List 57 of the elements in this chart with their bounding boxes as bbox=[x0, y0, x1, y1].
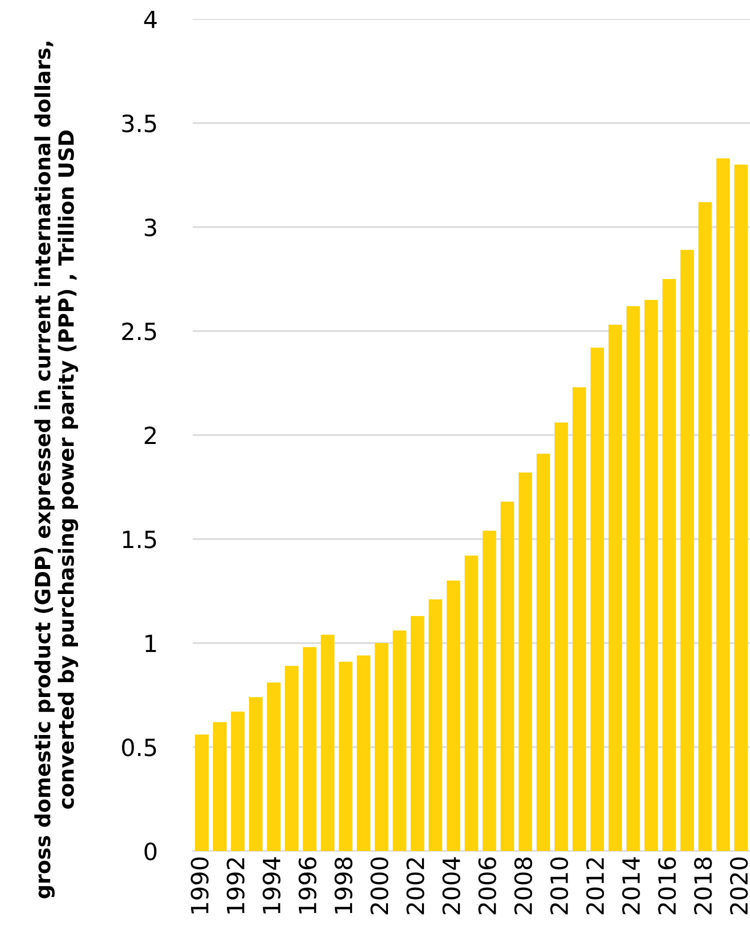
bar bbox=[410, 616, 424, 852]
x-tick-label: 1996 bbox=[298, 857, 316, 914]
bar bbox=[626, 306, 640, 852]
bar bbox=[248, 697, 262, 852]
y-tick-label: 4 bbox=[144, 10, 157, 28]
bar bbox=[518, 472, 532, 852]
x-tick-label: 2000 bbox=[370, 857, 388, 914]
bar bbox=[212, 722, 226, 852]
x-tick-label: 2014 bbox=[622, 857, 640, 914]
bar bbox=[572, 387, 586, 852]
bar bbox=[662, 279, 676, 852]
bar bbox=[644, 300, 658, 852]
y-tick-label: 2.5 bbox=[122, 322, 156, 340]
y-axis-title: gross domestic product (GDP) expressed in current international dollars, converted by purchasing power parity (PPP) , Trillion USD bbox=[34, 42, 78, 898]
bar bbox=[338, 662, 352, 852]
x-tick-label: 1992 bbox=[226, 858, 245, 914]
bar bbox=[320, 634, 334, 852]
y-tick-label: 2 bbox=[144, 426, 156, 444]
x-tick-label: 2016 bbox=[658, 857, 676, 914]
bar bbox=[554, 422, 568, 852]
x-tick-label: 1990 bbox=[190, 857, 209, 914]
x-tick-label: 2006 bbox=[478, 857, 496, 914]
y-tick-label: 0.5 bbox=[122, 738, 156, 756]
bar bbox=[482, 530, 496, 852]
bar bbox=[500, 502, 514, 852]
bar bbox=[734, 164, 748, 852]
x-tick-label: 2010 bbox=[550, 857, 568, 914]
bar bbox=[428, 599, 442, 852]
bar bbox=[590, 348, 604, 852]
bar bbox=[194, 734, 208, 852]
x-tick-label: 2012 bbox=[586, 858, 604, 914]
x-tick-label: 2002 bbox=[406, 858, 424, 914]
bar bbox=[716, 158, 730, 852]
x-tick-label: 2018 bbox=[694, 857, 712, 914]
y-tick-label: 3.5 bbox=[122, 114, 156, 132]
y-tick-label: 0 bbox=[144, 842, 156, 860]
bar bbox=[446, 580, 460, 852]
x-tick-label: 1994 bbox=[262, 857, 280, 914]
y-tick-label: 1.5 bbox=[123, 530, 156, 548]
bar bbox=[608, 324, 622, 852]
x-tick-label: 2020 bbox=[730, 857, 748, 914]
y-tick-label: 1 bbox=[146, 634, 156, 652]
bar bbox=[464, 556, 478, 852]
x-tick-label: 2008 bbox=[514, 857, 532, 914]
x-tick-label: 1998 bbox=[334, 857, 352, 914]
bar bbox=[356, 656, 370, 852]
bar bbox=[284, 666, 298, 852]
bar bbox=[302, 647, 316, 852]
y-tick-label: 3 bbox=[144, 218, 156, 236]
bar bbox=[374, 643, 388, 852]
bar bbox=[266, 682, 280, 852]
bar bbox=[698, 202, 712, 852]
bar bbox=[392, 630, 406, 852]
bar bbox=[536, 454, 550, 852]
bar bbox=[230, 712, 244, 852]
x-tick-label: 2004 bbox=[442, 857, 460, 914]
bar bbox=[680, 250, 694, 852]
